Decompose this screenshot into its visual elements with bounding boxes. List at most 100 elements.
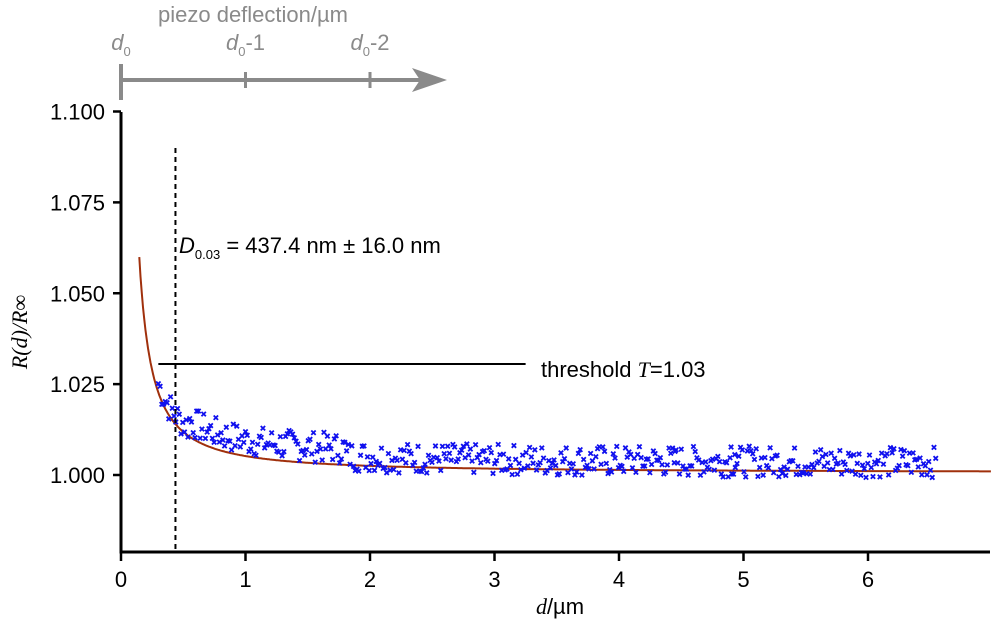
data-point bbox=[415, 443, 421, 450]
data-point bbox=[731, 451, 738, 458]
data-point bbox=[692, 448, 699, 455]
data-point bbox=[880, 461, 887, 468]
data-point bbox=[195, 408, 202, 414]
data-point bbox=[667, 450, 674, 457]
data-point bbox=[493, 457, 500, 464]
top-axis-tick-label: d0-1 bbox=[226, 30, 265, 59]
data-point bbox=[261, 445, 268, 451]
data-point bbox=[742, 474, 749, 480]
data-point bbox=[455, 456, 461, 462]
data-point bbox=[891, 445, 897, 452]
data-point bbox=[739, 447, 746, 453]
data-point bbox=[532, 447, 538, 453]
top-tick-sub: 0 bbox=[363, 44, 370, 59]
data-point bbox=[342, 439, 348, 446]
data-point bbox=[842, 461, 848, 468]
data-point bbox=[190, 429, 197, 436]
data-point bbox=[638, 454, 644, 461]
data-point bbox=[884, 450, 890, 457]
x-tick-label: 2 bbox=[364, 567, 376, 592]
data-point bbox=[192, 434, 198, 441]
fit-curve bbox=[138, 257, 991, 473]
x-tick-label: 4 bbox=[613, 567, 625, 592]
data-point bbox=[176, 411, 183, 418]
data-point bbox=[556, 471, 563, 477]
data-point bbox=[486, 444, 493, 451]
data-point bbox=[629, 464, 636, 471]
data-point bbox=[338, 456, 345, 462]
data-point bbox=[905, 462, 911, 469]
data-point bbox=[418, 468, 425, 475]
data-point bbox=[343, 448, 350, 454]
data-point bbox=[470, 469, 477, 476]
data-point bbox=[394, 457, 400, 464]
data-point bbox=[674, 460, 681, 466]
data-point bbox=[756, 464, 763, 471]
data-point bbox=[819, 453, 826, 460]
data-point bbox=[877, 474, 883, 480]
data-point bbox=[791, 445, 798, 451]
data-point bbox=[268, 430, 275, 436]
top-tick-suffix: -1 bbox=[245, 30, 265, 55]
data-point bbox=[378, 445, 385, 452]
data-point bbox=[706, 466, 712, 473]
data-point bbox=[715, 453, 721, 460]
data-point bbox=[547, 465, 554, 471]
y-tick-label: 1.025 bbox=[50, 372, 105, 397]
data-point bbox=[896, 462, 902, 469]
y-axis-title: R(d)/R∞ bbox=[7, 295, 32, 371]
data-point bbox=[913, 456, 920, 463]
data-point bbox=[436, 458, 442, 464]
data-point bbox=[922, 463, 929, 469]
data-point bbox=[810, 464, 817, 471]
data-point bbox=[373, 458, 380, 465]
data-point bbox=[701, 469, 707, 475]
data-point bbox=[868, 464, 875, 471]
crossing-label-var: D bbox=[179, 233, 195, 258]
data-point bbox=[652, 450, 658, 457]
data-point bbox=[856, 451, 862, 457]
y-tick-label: 1.050 bbox=[50, 281, 105, 306]
data-point bbox=[484, 458, 491, 465]
data-point bbox=[389, 457, 395, 464]
data-point bbox=[774, 452, 780, 459]
data-point bbox=[558, 450, 564, 456]
data-point bbox=[586, 466, 592, 472]
data-point bbox=[458, 447, 465, 453]
crossing-label-value: = 437.4 nm ± 16.0 nm bbox=[220, 233, 441, 258]
data-point bbox=[795, 463, 801, 470]
x-tick-label: 3 bbox=[488, 567, 500, 592]
data-point bbox=[218, 429, 224, 436]
data-point bbox=[800, 469, 807, 476]
data-point bbox=[781, 464, 787, 470]
data-point bbox=[444, 443, 451, 450]
data-point bbox=[242, 428, 249, 435]
data-point bbox=[823, 451, 829, 458]
data-point bbox=[364, 454, 371, 460]
data-point bbox=[716, 458, 723, 465]
data-point bbox=[732, 464, 739, 471]
data-point bbox=[789, 458, 796, 464]
data-point bbox=[861, 465, 868, 472]
data-point bbox=[429, 459, 435, 466]
data-point bbox=[809, 461, 815, 468]
data-point bbox=[908, 469, 915, 476]
data-point bbox=[932, 455, 939, 462]
threshold-label: threshold T=1.03 bbox=[541, 357, 706, 382]
data-point bbox=[214, 432, 221, 438]
data-point bbox=[915, 464, 922, 470]
data-point bbox=[760, 472, 767, 478]
data-point bbox=[516, 460, 522, 467]
data-point bbox=[613, 443, 620, 450]
data-point bbox=[368, 460, 374, 467]
data-point bbox=[599, 444, 606, 450]
data-point bbox=[593, 453, 599, 460]
data-point bbox=[751, 456, 758, 463]
data-point bbox=[420, 465, 427, 471]
data-point bbox=[495, 441, 502, 448]
data-point bbox=[322, 446, 329, 452]
x-axis-title-var: d bbox=[536, 594, 548, 619]
data-point bbox=[411, 459, 418, 466]
data-point bbox=[226, 438, 233, 445]
data-point bbox=[422, 461, 428, 468]
